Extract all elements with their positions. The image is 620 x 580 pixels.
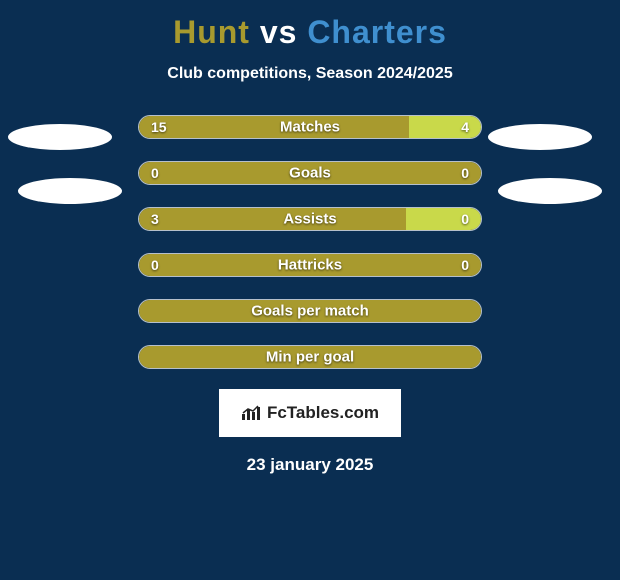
stat-bar: Assists 3 0 <box>138 207 482 231</box>
bar-right-fill <box>406 208 481 230</box>
source-badge: FcTables.com <box>219 389 401 437</box>
bar-left-fill <box>139 208 406 230</box>
stat-value-right: 0 <box>461 165 469 181</box>
stat-row: Hattricks 0 0 <box>0 253 620 277</box>
page-title: Hunt vs Charters <box>173 14 447 51</box>
stat-label: Goals <box>289 165 331 182</box>
stat-bar: Min per goal <box>138 345 482 369</box>
stat-value-right: 0 <box>461 211 469 227</box>
title-player1: Hunt <box>173 14 250 50</box>
bar-right-fill <box>409 116 481 138</box>
avatar-placeholder <box>8 124 112 150</box>
stat-label: Matches <box>280 119 340 136</box>
title-vs: vs <box>260 14 298 50</box>
chart-icon <box>241 405 261 421</box>
stat-value-left: 0 <box>151 165 159 181</box>
stat-bar: Hattricks 0 0 <box>138 253 482 277</box>
stat-value-right: 4 <box>461 119 469 135</box>
avatar-placeholder <box>18 178 122 204</box>
stat-label: Min per goal <box>266 349 354 366</box>
stat-label: Hattricks <box>278 257 342 274</box>
stat-bar: Goals 0 0 <box>138 161 482 185</box>
badge-text: FcTables.com <box>267 403 379 423</box>
stats-bars: Matches154Goals00Assists30Hattricks00Goa… <box>0 115 620 369</box>
avatar-placeholder <box>498 178 602 204</box>
bar-left-fill <box>139 116 409 138</box>
subtitle: Club competitions, Season 2024/2025 <box>167 65 452 83</box>
avatar-placeholder <box>488 124 592 150</box>
stat-value-right: 0 <box>461 257 469 273</box>
stat-row: Min per goal <box>0 345 620 369</box>
stat-row: Assists 3 0 <box>0 207 620 231</box>
comparison-card: Hunt vs Charters Club competitions, Seas… <box>0 0 620 475</box>
stat-value-left: 0 <box>151 257 159 273</box>
stat-label: Goals per match <box>251 303 369 320</box>
date-label: 23 january 2025 <box>247 455 374 475</box>
stat-value-left: 15 <box>151 119 167 135</box>
stat-row: Goals per match <box>0 299 620 323</box>
stat-value-left: 3 <box>151 211 159 227</box>
stat-bar: Goals per match <box>138 299 482 323</box>
stat-label: Assists <box>283 211 336 228</box>
title-player2: Charters <box>307 14 447 50</box>
stat-bar: Matches 15 4 <box>138 115 482 139</box>
